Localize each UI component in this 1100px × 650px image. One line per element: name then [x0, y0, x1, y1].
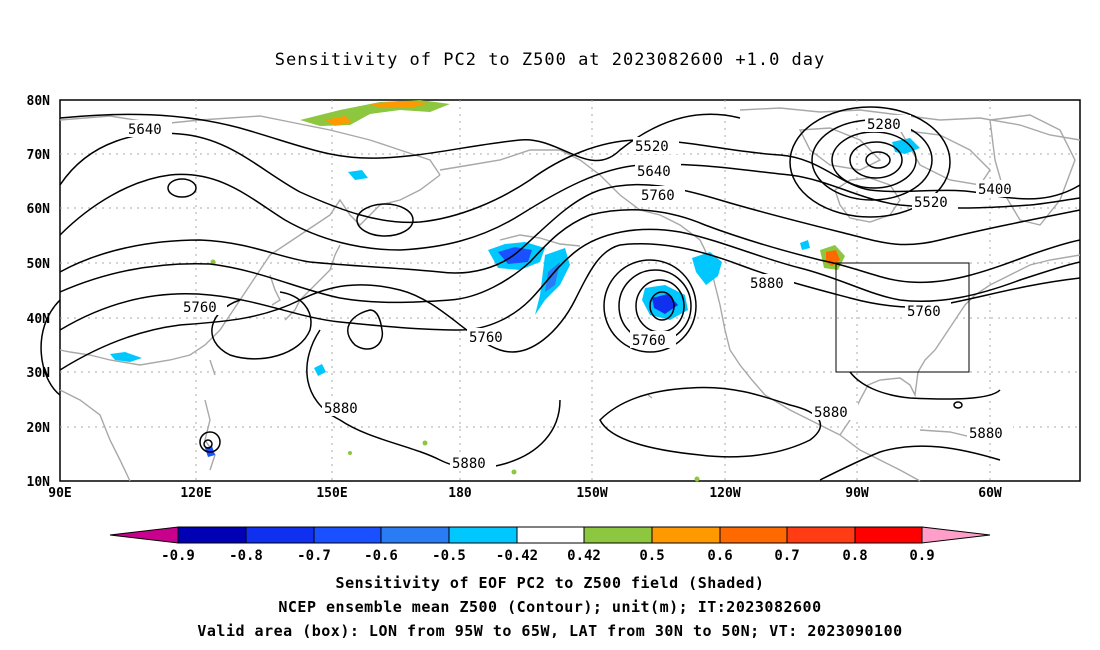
colorbar-bin — [380, 526, 450, 544]
colorbar-bin — [583, 526, 653, 544]
lat-label: 60N — [27, 202, 51, 217]
lat-label: 20N — [27, 421, 51, 436]
lat-label: 30N — [27, 366, 51, 381]
lon-label: 150E — [316, 486, 347, 501]
colorbar-bin — [651, 526, 721, 544]
colorbar-label: 0.7 — [774, 548, 799, 564]
z500-contours — [40, 106, 1081, 481]
colorbar-below-arrow — [109, 526, 179, 544]
lon-label: 90E — [48, 486, 71, 501]
colorbar-labels: -0.9 -0.8 -0.7 -0.6 -0.5 -0.42 0.42 0.5 … — [161, 548, 935, 564]
latitude-labels: 80N 70N 60N 50N 40N 30N 20N 10N — [27, 94, 51, 490]
colorbar-label: -0.5 — [432, 548, 466, 564]
lat-label: 70N — [27, 148, 51, 163]
contour-label: 5640 — [128, 122, 162, 138]
colorbar-bin — [448, 526, 518, 544]
map-title: Sensitivity of PC2 to Z500 at 2023082600… — [274, 50, 826, 70]
colorbar-bin — [719, 526, 788, 544]
colorbar-above-arrow — [921, 526, 991, 544]
lat-label: 50N — [27, 257, 51, 272]
colorbar-label: -0.42 — [496, 548, 538, 564]
colorbar-bin — [516, 526, 585, 544]
contour-label: 5880 — [452, 456, 486, 472]
contour-label: 5640 — [637, 164, 671, 180]
colorbar-label: -0.8 — [229, 548, 263, 564]
colorbar-bin — [313, 526, 382, 544]
lon-label: 60W — [978, 486, 1002, 501]
map-frame — [59, 99, 1081, 482]
colorbar-label: -0.9 — [161, 548, 195, 564]
lat-label: 40N — [27, 312, 51, 327]
lon-label: 120W — [709, 486, 740, 501]
colorbar-bin — [177, 526, 247, 544]
colorbar-label: 0.42 — [567, 548, 601, 564]
caption-contour: NCEP ensemble mean Z500 (Contour); unit(… — [278, 598, 822, 616]
colorbar-label: -0.6 — [364, 548, 398, 564]
caption-shading: Sensitivity of EOF PC2 to Z500 field (Sh… — [335, 574, 765, 592]
contour-label: 5280 — [867, 117, 901, 133]
contour-labels: 5640 5520 5640 5760 5280 5400 5520 5760 … — [126, 115, 1022, 472]
colorbar-bin — [854, 526, 923, 544]
contour-label: 5760 — [183, 300, 217, 316]
lon-label: 150W — [576, 486, 607, 501]
colorbar-bin — [245, 526, 315, 544]
lon-label: 180 — [448, 486, 472, 501]
colorbar — [109, 526, 991, 544]
colorbar-label: 0.8 — [842, 548, 867, 564]
lat-label: 10N — [27, 475, 51, 490]
contour-label: 5880 — [750, 276, 784, 292]
lon-label: 120E — [180, 486, 211, 501]
lon-label: 90W — [845, 486, 869, 501]
contour-label: 5760 — [641, 188, 675, 204]
contour-label: 5880 — [814, 405, 848, 421]
contour-label: 5760 — [469, 330, 503, 346]
caption-valid-area: Valid area (box): LON from 95W to 65W, L… — [197, 622, 903, 640]
contour-label: 5880 — [324, 401, 358, 417]
contour-label: 5760 — [632, 333, 666, 349]
contour-label: 5880 — [969, 426, 1003, 442]
contour-label: 5520 — [635, 139, 669, 155]
contour-label: 5520 — [914, 195, 948, 211]
colorbar-label: 0.5 — [639, 548, 664, 564]
colorbar-label: -0.7 — [297, 548, 331, 564]
colorbar-label: 0.6 — [707, 548, 732, 564]
contour-label: 5760 — [907, 304, 941, 320]
contour-label: 5400 — [978, 182, 1012, 198]
longitude-labels: 90E 120E 150E 180 150W 120W 90W 60W — [48, 486, 1002, 501]
lat-label: 80N — [27, 94, 51, 109]
valid-area-box — [835, 262, 970, 373]
colorbar-bin — [786, 526, 856, 544]
colorbar-label: 0.9 — [909, 548, 934, 564]
